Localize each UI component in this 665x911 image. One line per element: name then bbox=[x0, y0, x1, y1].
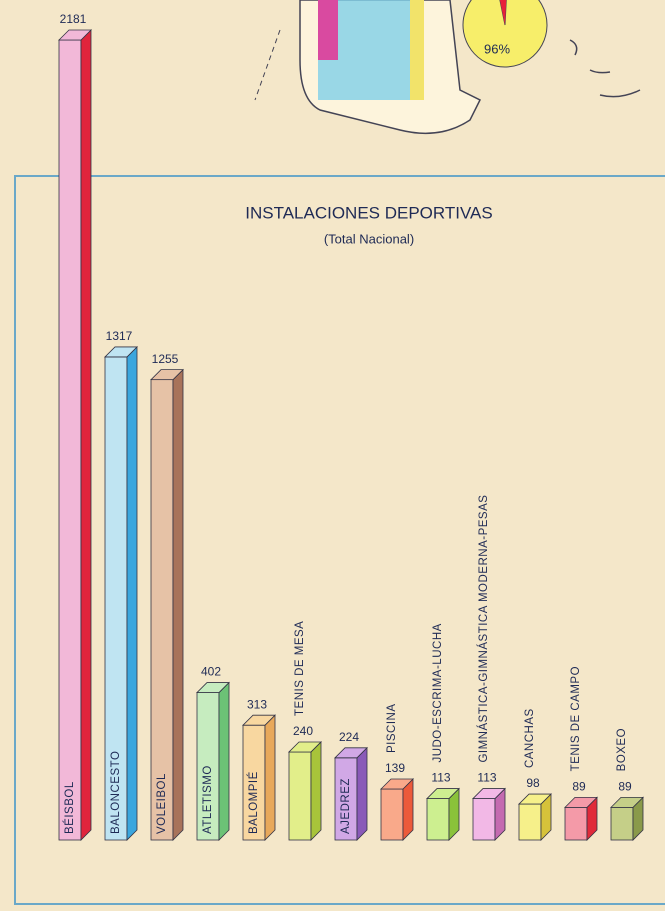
category-label: BÉISBOL bbox=[63, 781, 76, 834]
bar bbox=[472, 798, 496, 841]
bar-top bbox=[58, 29, 92, 41]
bar bbox=[380, 788, 404, 841]
bar-top bbox=[472, 788, 506, 799]
bar-side bbox=[402, 778, 414, 841]
bar-top bbox=[518, 793, 552, 805]
category-label: GIMNÁSTICA-GIMNÁSTICA MODERNA-PESAS bbox=[477, 495, 490, 763]
value-label: 224 bbox=[339, 730, 359, 744]
category-label: JUDO-ESCRIMA-LUCHA bbox=[432, 623, 444, 762]
category-label: BALOMPIÉ bbox=[247, 771, 260, 834]
bar bbox=[426, 798, 450, 841]
value-label: 240 bbox=[293, 724, 313, 738]
pie-label: 96% bbox=[484, 41, 510, 56]
bar-top bbox=[242, 714, 276, 726]
frame bbox=[14, 175, 665, 905]
pie-rest bbox=[499, 0, 507, 25]
bar bbox=[518, 803, 542, 841]
category-label: TENIS DE CAMPO bbox=[570, 666, 582, 771]
map-decoration bbox=[254, 0, 641, 135]
bar-top bbox=[196, 682, 230, 693]
bar-top bbox=[150, 369, 184, 381]
bar-side bbox=[126, 345, 138, 841]
bar-top bbox=[564, 796, 598, 808]
category-label: TENIS DE MESA bbox=[294, 621, 306, 716]
bar-top bbox=[288, 741, 322, 753]
value-label: 113 bbox=[431, 771, 450, 785]
value-label: 1317 bbox=[106, 329, 133, 343]
value-label: 89 bbox=[572, 780, 586, 794]
chart-subtitle: (Total Nacional) bbox=[324, 231, 414, 246]
value-label: 139 bbox=[385, 761, 405, 775]
value-label: 89 bbox=[618, 780, 632, 794]
chart-title: INSTALACIONES DEPORTIVAS bbox=[245, 203, 493, 222]
value-label: 313 bbox=[247, 697, 267, 711]
category-label: CANCHAS bbox=[524, 708, 536, 768]
bar bbox=[610, 806, 634, 841]
category-label: BALONCESTO bbox=[110, 751, 122, 834]
pie-slice bbox=[462, 0, 548, 68]
bar bbox=[150, 379, 174, 841]
value-label: 2181 bbox=[60, 12, 87, 26]
category-label: AJEDREZ bbox=[340, 778, 352, 834]
bar-side bbox=[264, 714, 276, 841]
value-label: 113 bbox=[477, 771, 496, 785]
bar-side bbox=[310, 741, 322, 841]
bar-top bbox=[380, 778, 414, 790]
bar-top bbox=[426, 788, 460, 799]
bar bbox=[288, 751, 312, 841]
category-label: ATLETISMO bbox=[202, 765, 214, 834]
category-label: PISCINA bbox=[386, 703, 398, 753]
bar-side bbox=[218, 681, 230, 841]
bar-top bbox=[104, 346, 138, 358]
bar-side bbox=[172, 368, 184, 841]
value-label: 1255 bbox=[152, 352, 179, 366]
value-label: 98 bbox=[526, 776, 540, 790]
value-label: 402 bbox=[201, 665, 221, 679]
bar-side bbox=[80, 29, 92, 841]
category-label: BOXEO bbox=[616, 728, 628, 771]
category-label: VOLEIBOL bbox=[156, 773, 168, 834]
bar-top bbox=[610, 796, 644, 808]
bar-top bbox=[334, 747, 368, 759]
bar bbox=[58, 39, 82, 841]
bar bbox=[564, 806, 588, 841]
bar-side bbox=[356, 746, 368, 841]
